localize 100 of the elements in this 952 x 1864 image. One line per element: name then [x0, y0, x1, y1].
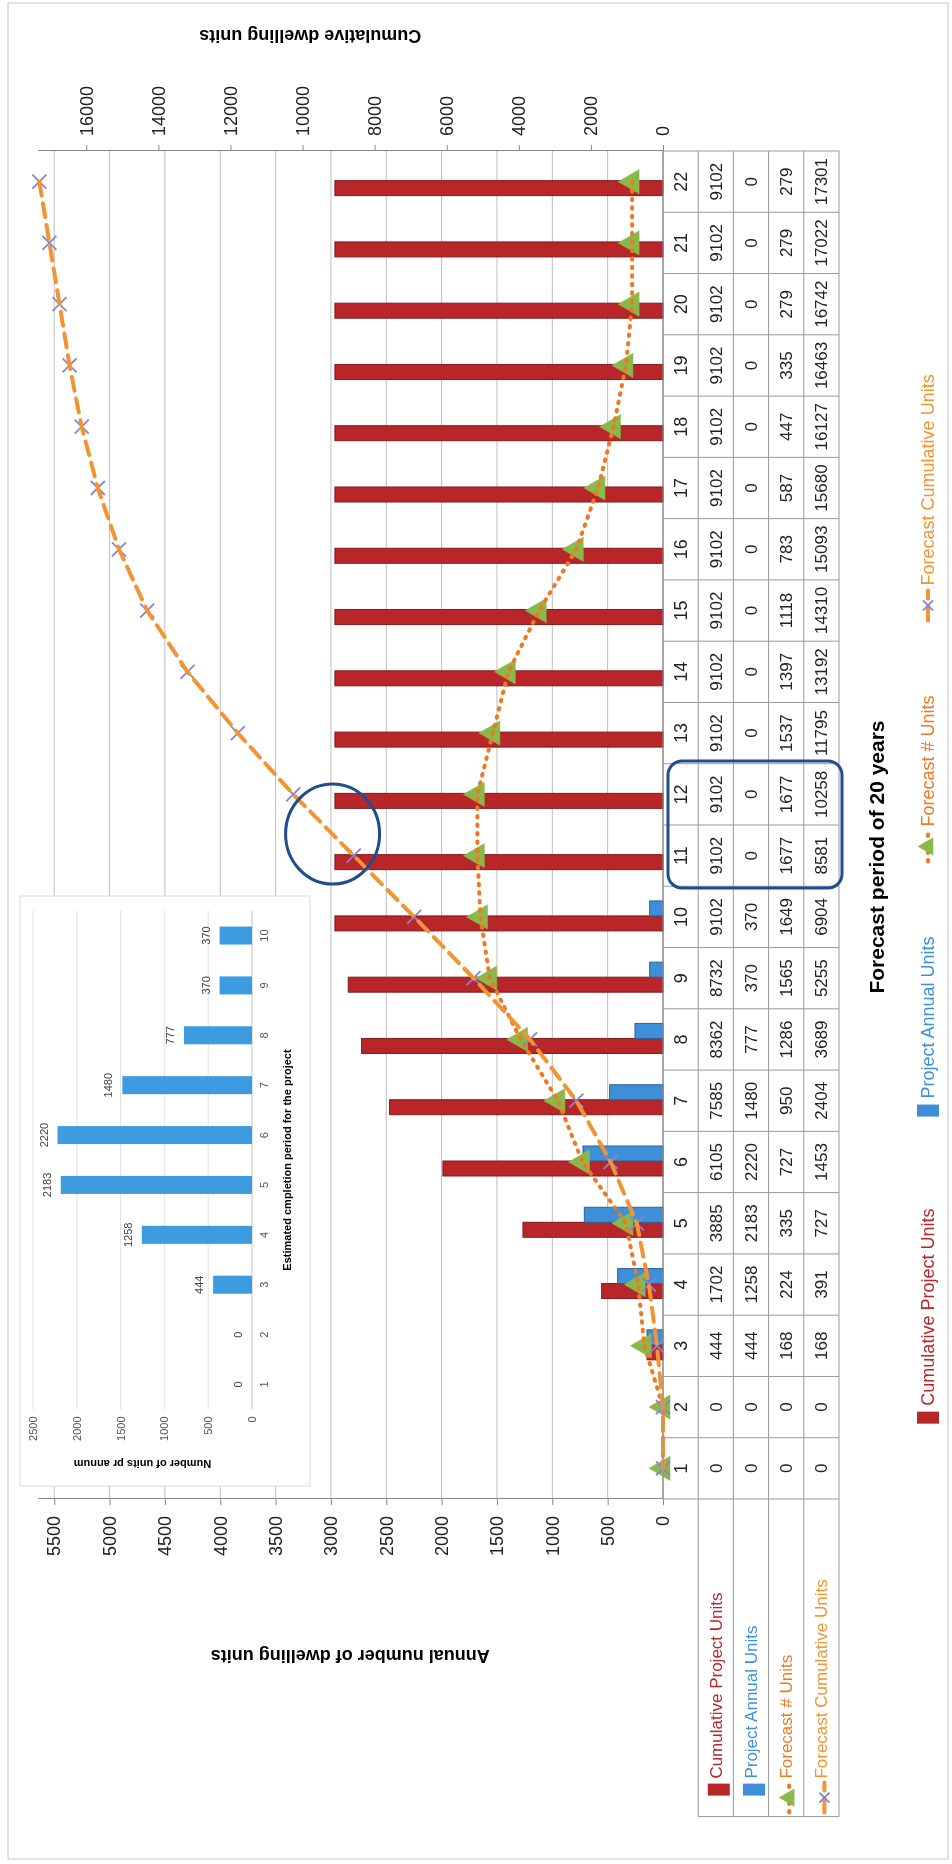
data-label: 0 — [706, 1402, 726, 1412]
x-tick-label: 1500 — [114, 1416, 127, 1441]
data-label: 7585 — [706, 1081, 726, 1120]
x-tick-label: 4500 — [155, 1516, 176, 1557]
data-label: 9102 — [706, 346, 726, 385]
data-label: 11795 — [812, 710, 832, 757]
data-label: 0 — [742, 1402, 761, 1412]
data-label: 0 — [777, 1463, 797, 1474]
data-label: 2220 — [37, 1122, 50, 1148]
data-label: 13192 — [812, 648, 832, 696]
data-label: 0 — [742, 789, 761, 800]
data-label: 0 — [742, 360, 761, 371]
x2-tick-label: 2000 — [581, 95, 602, 136]
y-tick-label: 10 — [670, 906, 691, 927]
data-label: 1397 — [777, 652, 797, 691]
y-axis-title: Forecast period of 20 years — [865, 720, 888, 994]
data-label: 6105 — [706, 1143, 726, 1181]
data-label: 1702 — [706, 1265, 726, 1304]
data-label: 1677 — [777, 775, 797, 814]
y-tick-label: 2 — [670, 1402, 691, 1413]
data-label: 2183 — [742, 1204, 761, 1243]
data-label: 1480 — [742, 1081, 761, 1120]
data-label: 9102 — [706, 530, 726, 569]
data-label: 0 — [742, 850, 761, 861]
data-label: 2404 — [812, 1081, 832, 1120]
x-tick-label: 1500 — [487, 1516, 508, 1557]
y-tick-label: 3 — [258, 1281, 270, 1288]
x-tick-label: 0 — [246, 1416, 259, 1423]
data-label: 168 — [777, 1331, 797, 1361]
data-label: 9102 — [706, 223, 726, 262]
data-label: 14310 — [812, 586, 832, 635]
y-tick-label: 6 — [670, 1156, 691, 1168]
data-label: 168 — [812, 1331, 832, 1361]
data-label: 0 — [742, 667, 761, 677]
data-label: 6904 — [812, 898, 832, 936]
x-tick-label: 2500 — [27, 1416, 40, 1441]
y-tick-label: 15 — [670, 600, 691, 621]
data-label: 1453 — [812, 1143, 832, 1181]
y-tick-label: 17 — [670, 477, 691, 499]
data-label: 8732 — [706, 959, 726, 998]
data-label: 9102 — [706, 469, 726, 507]
data-label: 9102 — [706, 836, 726, 875]
y-tick-label: 1 — [258, 1381, 270, 1388]
y-tick-label: 16 — [670, 539, 691, 560]
data-label: 783 — [777, 535, 797, 564]
y-tick-label: 7 — [670, 1095, 691, 1106]
y-tick-label: 5 — [258, 1181, 270, 1188]
y-tick-label: 5 — [670, 1218, 691, 1229]
y-tick-label: 13 — [670, 723, 691, 744]
y-tick-label: 8 — [258, 1032, 270, 1039]
data-label: 777 — [742, 1025, 761, 1054]
data-label: 0 — [232, 1381, 244, 1388]
data-label: 16127 — [812, 403, 832, 451]
x-tick-label: 3500 — [265, 1516, 286, 1557]
data-label: 370 — [742, 963, 761, 993]
x2-tick-label: 6000 — [436, 95, 457, 136]
x-axis-title: Annual number of dwelling units — [210, 1646, 490, 1666]
data-label: 0 — [742, 544, 761, 555]
text: Project Annual Units — [742, 1625, 761, 1779]
x-tick-label: 0 — [653, 1516, 674, 1527]
x-tick-label: 4000 — [210, 1516, 231, 1557]
y-tick-label: 9 — [670, 973, 691, 984]
data-label: 1565 — [777, 959, 797, 998]
y-axis-title: Estimated cmpletion period for the project — [281, 1049, 293, 1271]
data-label: 444 — [193, 1275, 206, 1294]
x-tick-label: 1000 — [542, 1516, 563, 1557]
y-tick-label: 21 — [670, 232, 691, 253]
y-tick-label: 10 — [258, 929, 270, 942]
data-label: 2183 — [40, 1172, 53, 1198]
data-label: 0 — [777, 1402, 797, 1412]
data-label: 279 — [777, 289, 797, 319]
y-tick-label: 22 — [670, 171, 691, 192]
data-label: 0 — [812, 1463, 832, 1474]
x2-tick-label: 10000 — [292, 85, 313, 136]
data-label: 1649 — [777, 898, 797, 936]
data-label: 1286 — [777, 1020, 797, 1059]
data-label: 0 — [742, 299, 761, 309]
x2-tick-label: 0 — [653, 125, 674, 136]
data-label: 727 — [777, 1147, 797, 1177]
text: Forecast Cumulative Units — [918, 374, 938, 586]
data-label: 279 — [777, 167, 797, 196]
data-label: 9102 — [706, 591, 726, 630]
data-label: 17022 — [812, 219, 832, 267]
data-label: 9102 — [706, 407, 726, 446]
data-label: 279 — [777, 228, 797, 258]
data-label: 5255 — [812, 959, 832, 998]
data-label: 1258 — [742, 1265, 761, 1304]
data-label: 0 — [742, 728, 761, 738]
data-label: 370 — [742, 902, 761, 932]
y-tick-label: 4 — [670, 1279, 691, 1290]
data-label: 777 — [163, 1026, 176, 1045]
x2-axis-title: Cumulative dwelling units — [199, 26, 422, 46]
y-tick-label: 3 — [670, 1340, 691, 1351]
data-label: 0 — [232, 1331, 244, 1338]
text: Forecast Cumulative Units — [812, 1579, 832, 1779]
data-label: 0 — [812, 1402, 832, 1412]
x-tick-label: 500 — [202, 1416, 215, 1435]
data-label: 3885 — [706, 1204, 726, 1243]
data-label: 370 — [199, 926, 212, 945]
x2-tick-label: 8000 — [364, 95, 385, 136]
